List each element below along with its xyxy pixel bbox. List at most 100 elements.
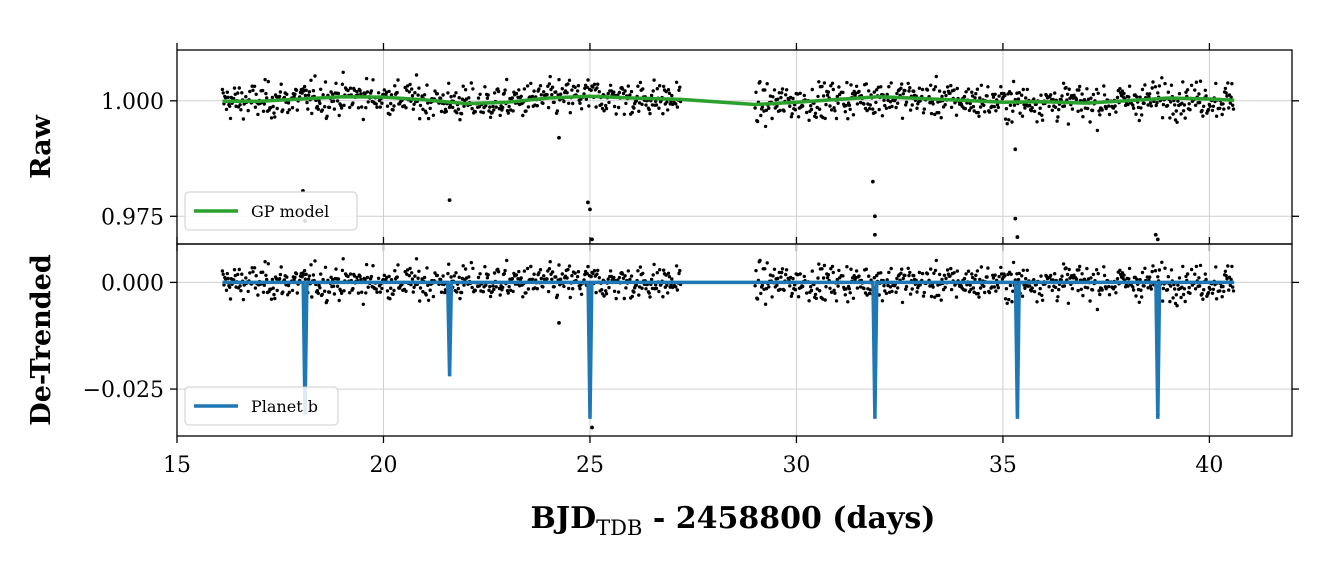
raw-datapoint xyxy=(862,102,866,106)
raw-datapoint xyxy=(1081,115,1085,119)
detrended-datapoint xyxy=(867,291,872,296)
raw-datapoint xyxy=(776,97,780,101)
raw-datapoint xyxy=(263,77,267,82)
detrended-datapoint xyxy=(498,293,502,297)
detrended-datapoint xyxy=(755,297,760,301)
raw-datapoint xyxy=(754,90,758,95)
detrended-datapoint xyxy=(978,286,983,290)
raw-datapoint xyxy=(948,91,952,96)
raw-datapoint xyxy=(261,109,266,114)
detrended-datapoint xyxy=(655,271,659,275)
detrended-datapoint xyxy=(418,299,422,303)
raw-datapoint xyxy=(374,102,378,106)
raw-datapoint xyxy=(1066,122,1071,126)
detrended-datapoint xyxy=(759,291,763,296)
detrended-datapoint xyxy=(548,260,552,264)
raw-datapoint xyxy=(632,106,636,110)
detrended-datapoint xyxy=(1202,288,1206,292)
detrended-datapoint xyxy=(529,264,533,269)
raw-datapoint xyxy=(331,99,336,103)
detrended-y-tick-label: 0.000 xyxy=(101,271,164,296)
raw-datapoint xyxy=(594,105,598,109)
detrended-datapoint xyxy=(817,262,821,266)
detrended-outlier-point xyxy=(557,321,561,325)
detrended-datapoint xyxy=(780,270,784,275)
raw-datapoint xyxy=(554,90,558,94)
detrended-datapoint xyxy=(238,284,242,288)
detrended-datapoint xyxy=(999,272,1004,276)
raw-datapoint xyxy=(456,107,461,111)
detrended-datapoint xyxy=(329,275,333,279)
raw-datapoint xyxy=(805,110,809,115)
detrended-datapoint xyxy=(841,274,845,278)
detrended-datapoint xyxy=(899,271,903,275)
detrended-datapoint xyxy=(616,290,621,294)
raw-datapoint xyxy=(857,89,861,94)
detrended-datapoint xyxy=(327,290,332,294)
raw-datapoint xyxy=(675,105,680,109)
detrended-datapoint xyxy=(1166,275,1171,279)
raw-datapoint xyxy=(1040,118,1045,122)
detrended-datapoint xyxy=(1181,292,1186,297)
detrended-datapoint xyxy=(1028,284,1032,288)
detrended-datapoint xyxy=(1086,286,1090,290)
detrended-datapoint xyxy=(632,290,636,294)
detrended-datapoint xyxy=(772,267,777,271)
detrended-datapoint xyxy=(925,272,930,276)
raw-panel: 0.975 1.000 Raw GP model xyxy=(26,43,1299,251)
detrended-datapoint xyxy=(351,286,355,291)
raw-outlier-point xyxy=(873,214,877,219)
raw-datapoint xyxy=(908,108,913,112)
raw-datapoint xyxy=(439,109,444,114)
detrended-datapoint xyxy=(900,267,904,271)
detrended-datapoint xyxy=(1016,277,1021,282)
raw-datapoint xyxy=(974,92,978,96)
detrended-datapoint xyxy=(1080,272,1084,276)
raw-datapoint xyxy=(832,106,836,110)
raw-datapoint xyxy=(361,117,365,122)
detrended-datapoint xyxy=(944,276,948,281)
detrended-datapoint xyxy=(847,287,852,291)
detrended-datapoint xyxy=(782,288,786,292)
raw-datapoint xyxy=(476,96,481,100)
detrended-datapoint xyxy=(492,287,496,292)
raw-datapoint xyxy=(421,107,425,112)
raw-datapoint xyxy=(968,101,972,106)
raw-datapoint xyxy=(1203,88,1208,93)
detrended-datapoint xyxy=(510,277,514,281)
raw-datapoint xyxy=(414,73,419,77)
raw-datapoint xyxy=(1090,108,1095,113)
detrended-datapoint xyxy=(447,262,451,266)
detrended-datapoint xyxy=(1025,268,1030,272)
raw-datapoint xyxy=(910,103,914,107)
raw-datapoint xyxy=(391,108,395,112)
detrended-datapoint xyxy=(272,292,276,297)
detrended-panel-ylabel: De-Trended xyxy=(26,254,57,426)
detrended-datapoint xyxy=(1134,294,1138,298)
detrended-datapoint xyxy=(640,286,644,290)
raw-datapoint xyxy=(313,74,317,78)
raw-datapoint xyxy=(1168,116,1172,120)
detrended-datapoint xyxy=(831,270,835,275)
detrended-datapoint xyxy=(304,272,308,276)
detrended-datapoint xyxy=(403,270,407,274)
detrended-datapoint xyxy=(1017,271,1021,276)
raw-datapoint xyxy=(431,113,436,118)
detrended-datapoint xyxy=(342,289,346,293)
detrended-datapoint xyxy=(1127,266,1132,271)
detrended-datapoint xyxy=(862,286,866,291)
raw-datapoint xyxy=(454,91,458,95)
detrended-datapoint xyxy=(1009,272,1013,276)
detrended-datapoint xyxy=(851,296,856,300)
detrended-datapoint xyxy=(311,273,316,277)
raw-datapoint xyxy=(519,94,523,99)
detrended-datapoint xyxy=(457,275,461,279)
detrended-datapoint xyxy=(628,277,632,282)
raw-datapoint xyxy=(617,90,622,95)
raw-datapoint xyxy=(634,99,638,103)
detrended-datapoint xyxy=(1139,288,1143,292)
raw-datapoint xyxy=(1020,93,1024,97)
detrended-datapoint xyxy=(1227,288,1231,292)
raw-datapoint xyxy=(530,94,535,99)
detrended-datapoint xyxy=(449,275,453,279)
